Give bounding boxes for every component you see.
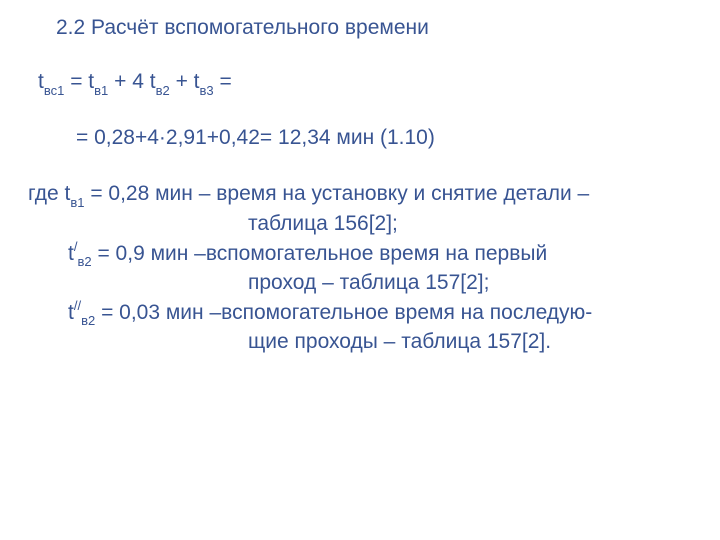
document-page: 2.2 Расчёт вспомогательного времени tвс1…	[0, 0, 720, 357]
eq-part1: = t	[64, 70, 94, 93]
desc-l2c: проход – таблица 157[2];	[248, 271, 489, 294]
description-block: где tв1 = 0,28 мин – время на установку …	[28, 180, 692, 356]
desc-l3-sub: в2	[81, 313, 95, 328]
desc-l2b: = 0,9 мин –вспомогательное время на перв…	[92, 242, 548, 265]
desc-line-3: t//в2 = 0,03 мин –вспомогательное время …	[28, 298, 692, 329]
section-heading: 2.2 Расчёт вспомогательного времени	[56, 14, 692, 42]
plus-t: + t	[170, 70, 200, 93]
plus4t: + 4 t	[108, 70, 155, 93]
desc-l3-sup: //	[74, 298, 81, 313]
sub-vs1: вс1	[44, 83, 65, 98]
formula-line: tвс1 = tв1 + 4 tв2 + tв3 =	[38, 68, 692, 98]
result-text: = 0,28+4·2,91+0,42= 12,34 мин (1.10)	[76, 126, 435, 149]
desc-l2-sub: в2	[77, 254, 91, 269]
desc-l1c: таблица 156[2];	[248, 212, 398, 235]
result-line: = 0,28+4·2,91+0,42= 12,34 мин (1.10)	[76, 124, 692, 152]
desc-l2a: t	[68, 242, 74, 265]
desc-l3b: = 0,03 мин –вспомогательное время на пос…	[95, 301, 592, 324]
desc-line-2-cont: проход – таблица 157[2];	[28, 269, 692, 297]
eq-tail: =	[214, 70, 232, 93]
desc-l2-sup: /	[74, 239, 78, 254]
desc-l1a: где t	[28, 182, 70, 205]
sub-v1: в1	[94, 83, 108, 98]
desc-line-1: где tв1 = 0,28 мин – время на установку …	[28, 180, 692, 210]
sub-v3: в3	[200, 83, 214, 98]
desc-l3a: t	[68, 301, 74, 324]
heading-text: 2.2 Расчёт вспомогательного времени	[56, 16, 429, 39]
desc-l3c: щие проходы – таблица 157[2].	[248, 330, 551, 353]
desc-l1b: = 0,28 мин – время на установку и снятие…	[84, 182, 589, 205]
desc-l1-sub: в1	[70, 195, 84, 210]
desc-line-2: t/в2 = 0,9 мин –вспомогательное время на…	[28, 239, 692, 270]
desc-line-3-cont: щие проходы – таблица 157[2].	[28, 328, 692, 356]
sub-v2: в2	[156, 83, 170, 98]
sym-t: t	[38, 70, 44, 93]
desc-line-1-cont: таблица 156[2];	[28, 210, 692, 238]
